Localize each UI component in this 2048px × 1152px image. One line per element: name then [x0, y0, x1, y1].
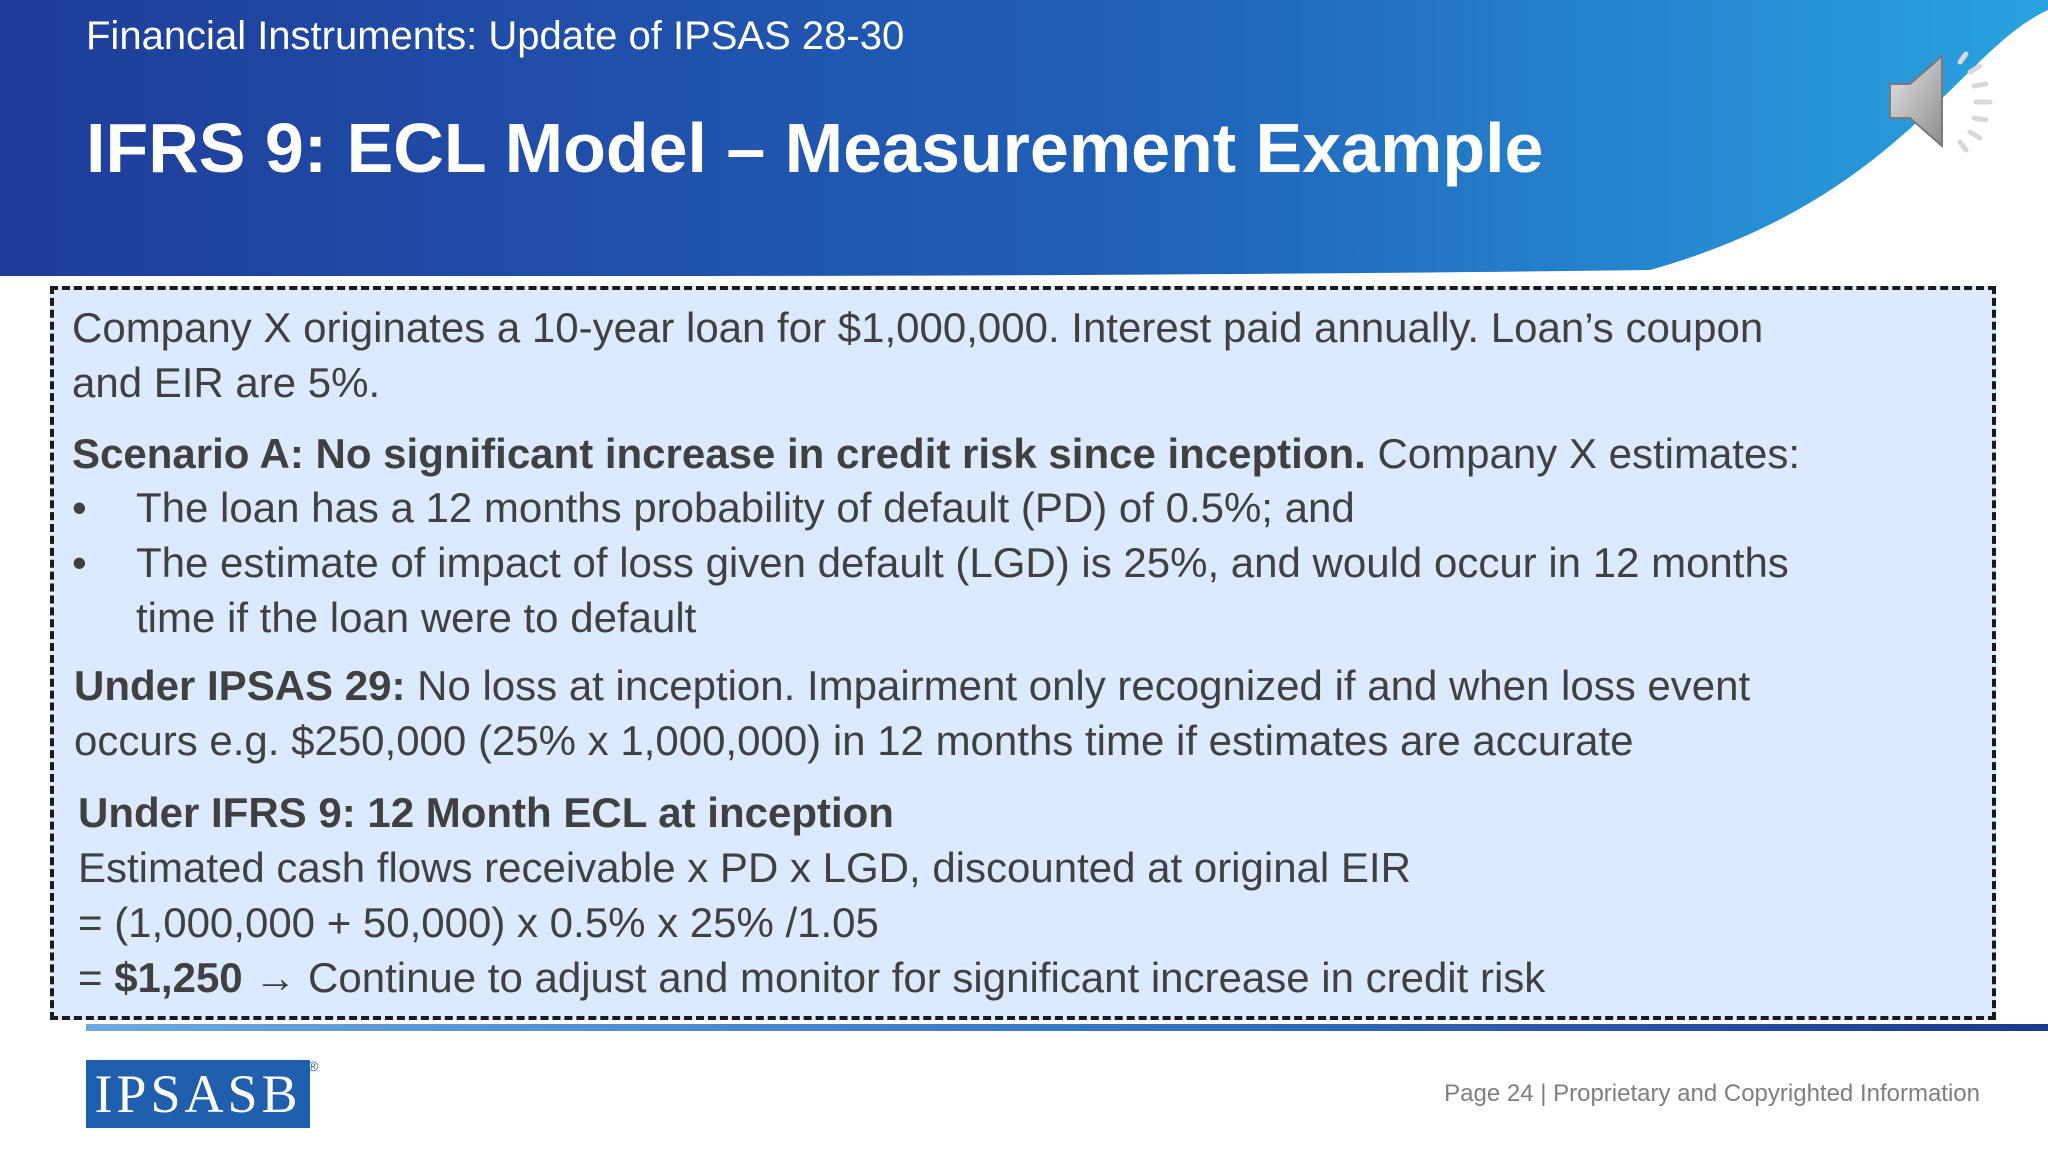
result-conclusion: Continue to adjust and monitor for signi… [308, 954, 1546, 1001]
result-prefix: = [78, 954, 115, 1001]
intro-line-1: Company X originates a 10-year loan for … [72, 304, 1764, 351]
ecl-amount: $1,250 [114, 954, 243, 1001]
bullet-lgd-line-2: time if the loan were to default [136, 594, 697, 641]
header-banner: Financial Instruments: Update of IPSAS 2… [0, 0, 2048, 280]
ipsas-29-heading: Under IPSAS 29: [74, 662, 406, 709]
ifrs-9-heading: Under IFRS 9: 12 Month ECL at inception [78, 789, 894, 836]
slide-title: IFRS 9: ECL Model – Measurement Example [86, 109, 1544, 187]
registered-mark: ® [308, 1058, 319, 1074]
bullet-pd: The loan has a 12 months probability of … [136, 484, 1355, 531]
speaker-icon[interactable] [1884, 46, 2004, 156]
header-background [0, 0, 2048, 276]
scenario-a-text: Company X estimates: [1365, 430, 1800, 477]
intro-line-2: and EIR are 5%. [72, 359, 381, 406]
ifrs-9-formula: Estimated cash flows receivable x PD x L… [78, 844, 1411, 891]
scenario-a-line: Scenario A: No significant increase in c… [72, 426, 1800, 481]
ifrs-9-calculation: = (1,000,000 + 50,000) x 0.5% x 25% /1.0… [78, 899, 879, 946]
footer-divider [86, 1024, 2048, 1031]
bullet-marker: • [72, 539, 87, 586]
ipsas-29-line-2: occurs e.g. $250,000 (25% x 1,000,000) i… [74, 717, 1634, 764]
scenario-a-heading: Scenario A: No significant increase in c… [72, 430, 1366, 477]
presentation-subtitle: Financial Instruments: Update of IPSAS 2… [86, 14, 905, 58]
ifrs-9-result: = $1,250 → Continue to adjust and monito… [78, 950, 1545, 1005]
ipsas-29-line-1: Under IPSAS 29: No loss at inception. Im… [74, 658, 1750, 713]
example-box [50, 286, 1996, 1020]
ipsas-29-text: No loss at inception. Impairment only re… [405, 662, 1751, 709]
page-footer: Page 24 | Proprietary and Copyrighted In… [1444, 1080, 1980, 1107]
arrow-icon: → [242, 954, 309, 1001]
ipsasb-logo: IPSASB [86, 1060, 310, 1128]
bullet-marker: • [72, 484, 87, 531]
bullet-lgd-line-1: The estimate of impact of loss given def… [136, 539, 1789, 586]
